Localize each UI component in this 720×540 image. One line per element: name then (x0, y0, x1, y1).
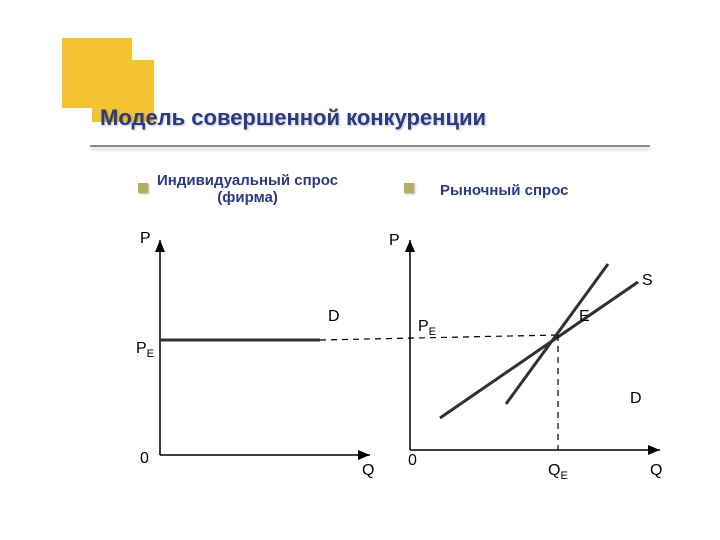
axis-label-pe: PE (136, 340, 154, 360)
curve-label-d: D (630, 390, 642, 408)
axis-label-p: P (389, 232, 400, 250)
axis-label-origin: 0 (408, 452, 417, 470)
curve-label-d: D (328, 308, 340, 326)
axis-label-pe: PE (418, 318, 436, 338)
curve-label-s: S (642, 272, 653, 290)
point-label-e: E (579, 308, 590, 326)
charts-svg (0, 0, 720, 540)
axis-label-qe: QE (548, 462, 568, 482)
axis-label-origin: 0 (140, 450, 149, 468)
axis-label-q: Q (650, 462, 662, 480)
axis-label-p: P (140, 230, 151, 248)
axis-label-q: Q (362, 462, 374, 480)
